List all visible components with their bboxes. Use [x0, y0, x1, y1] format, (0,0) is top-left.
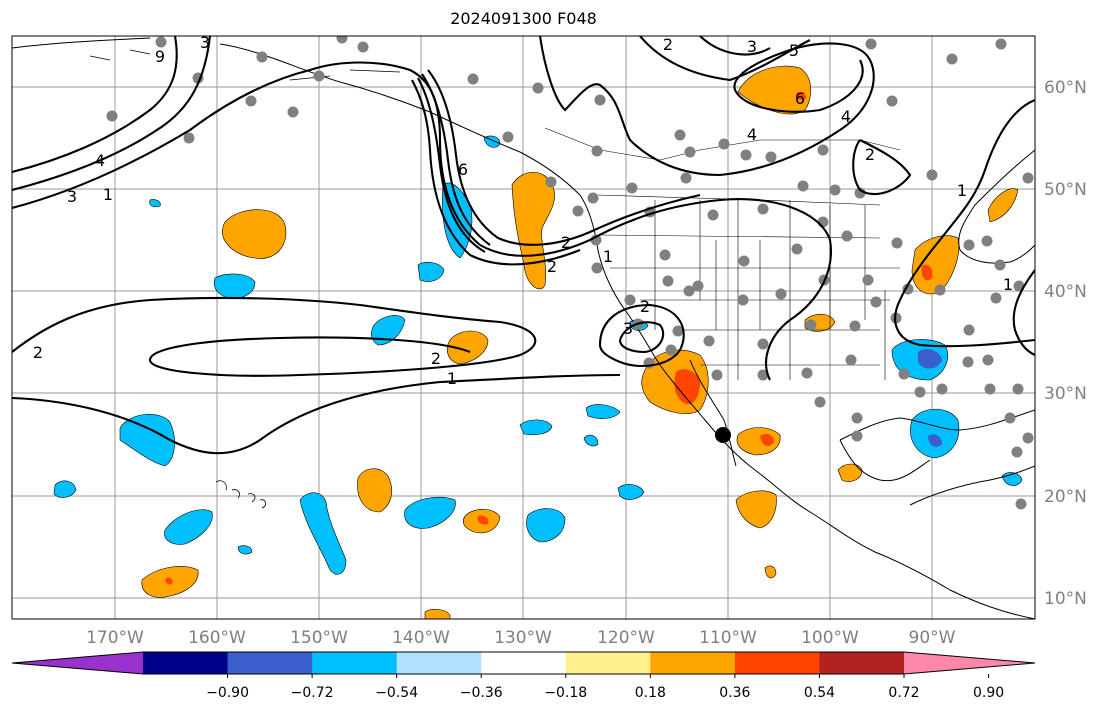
lon-label: 140°W	[392, 628, 450, 648]
colorbar-swatch	[143, 652, 229, 674]
colorbar-outline	[11, 651, 1036, 675]
colorbar-swatch	[481, 652, 567, 674]
black-marker	[715, 427, 731, 443]
colorbar-tick-labels: −0.90 −0.72 −0.54 −0.36 −0.18 0.18 0.36 0.54 0.7…	[206, 674, 1004, 701]
lon-label: 90°W	[909, 628, 956, 648]
strong-negative-cores	[918, 349, 942, 447]
contour-label: 4	[841, 107, 851, 126]
colorbar-tick-label: 0.54	[804, 685, 835, 701]
colorbar-swatch	[650, 652, 736, 674]
colorbar-swatch	[227, 652, 313, 674]
contour-label-group: 3 2 4 1 9 6 5 4 6 2 3 1 1 2 2 2 1 3 2 2 …	[33, 33, 1013, 388]
latitude-labels: 60°N 50°N 40°N 30°N 20°N 10°N	[1044, 78, 1087, 609]
strong-positive-cores	[165, 91, 933, 585]
contour-label: 6	[795, 89, 805, 108]
lon-label: 110°W	[699, 628, 757, 648]
colorbar	[11, 651, 1036, 675]
colorbar-swatch	[312, 652, 398, 674]
colorbar-tick-label: −0.54	[375, 685, 418, 701]
contour-label: 1	[103, 185, 113, 204]
colorbar-tick-label: −0.36	[460, 685, 503, 701]
contour-lines	[12, 36, 1035, 455]
lon-label: 130°W	[494, 628, 552, 648]
lat-label: 20°N	[1044, 487, 1087, 507]
contour-label: 6	[458, 160, 468, 179]
lon-label: 120°W	[597, 628, 655, 648]
islands	[89, 49, 401, 509]
contour-label: 2	[561, 233, 571, 252]
contour-label: 1	[957, 181, 967, 200]
contour-label: 1	[1003, 275, 1013, 294]
contour-label: 5	[789, 41, 799, 60]
colorbar-swatch	[396, 652, 482, 674]
colorbar-extend-low	[12, 652, 143, 674]
contour-label: 2	[663, 35, 673, 54]
colorbar-tick-label: 0.36	[719, 685, 750, 701]
contour-label: 3	[200, 33, 210, 52]
lat-label: 10°N	[1044, 589, 1087, 609]
contour-label: 2	[547, 257, 557, 276]
contour-label: 1	[447, 369, 457, 388]
graticule	[12, 36, 1035, 619]
colorbar-swatch	[819, 652, 905, 674]
contour-label: 9	[155, 47, 165, 66]
colorbar-tick-label: −0.18	[544, 685, 587, 701]
contour-label: 4	[747, 125, 757, 144]
colorbar-tick-label: −0.90	[206, 685, 249, 701]
contour-label: 2	[640, 297, 650, 316]
colorbar-swatch	[565, 652, 651, 674]
longitude-labels: 170°W 160°W 150°W 140°W 130°W 120°W 110°…	[86, 628, 956, 648]
map-frame	[11, 35, 1036, 620]
lat-label: 50°N	[1044, 180, 1087, 200]
contour-label: 4	[95, 151, 105, 170]
colorbar-tick-label: 0.72	[888, 685, 919, 701]
lon-label: 150°W	[290, 628, 348, 648]
colorbar-tick-label: 0.90	[973, 685, 1004, 701]
map-title: 2024091300 F048	[450, 9, 597, 28]
contour-label: 2	[865, 145, 875, 164]
contour-label: 3	[67, 187, 77, 206]
contour-label: 2	[33, 343, 43, 362]
contour-label: 1	[603, 247, 613, 266]
lon-label: 160°W	[188, 628, 246, 648]
colorbar-tick-label: 0.18	[635, 685, 666, 701]
coastlines	[12, 37, 1035, 619]
lon-label: 170°W	[86, 628, 144, 648]
lat-label: 40°N	[1044, 282, 1087, 302]
contour-label: 2	[431, 349, 441, 368]
contour-label: 3	[623, 319, 633, 338]
lon-label: 100°W	[801, 628, 859, 648]
colorbar-extend-high	[904, 652, 1035, 674]
contour-label: 3	[747, 37, 757, 56]
lat-label: 60°N	[1044, 78, 1087, 98]
colorbar-swatch	[734, 652, 820, 674]
colorbar-tick-label: −0.72	[291, 685, 334, 701]
lat-label: 30°N	[1044, 384, 1087, 404]
